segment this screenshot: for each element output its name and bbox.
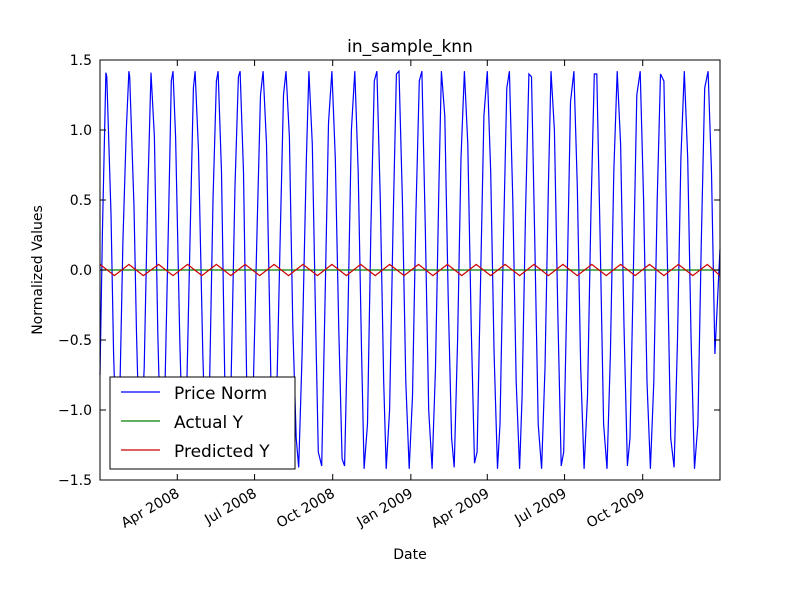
y-axis-label: Normalized Values: [30, 205, 46, 335]
legend-label-price-norm: Price Norm: [174, 384, 267, 404]
series-line-predicted-y: [99, 263, 721, 277]
chart-title: in_sample_knn: [347, 37, 473, 57]
x-tick-label: Apr 2009: [429, 486, 493, 532]
y-axis: −1.5 −1.0 −0.5 0.0 0.5 1.0 1.5: [58, 53, 720, 489]
x-axis-label: Date: [393, 547, 426, 563]
legend-label-predicted-y: Predicted Y: [174, 442, 270, 462]
x-tick-label: Apr 2008: [119, 486, 183, 532]
y-tick-label: 1.5: [70, 53, 92, 69]
y-tick-label: −1.5: [58, 473, 92, 489]
x-tick-label: Oct 2009: [584, 486, 648, 532]
series-layer: [99, 69, 721, 469]
y-tick-label: −1.0: [58, 403, 92, 419]
y-tick-label: 1.0: [70, 123, 92, 139]
y-tick-label: 0.5: [70, 193, 92, 209]
y-tick-label: −0.5: [58, 333, 92, 349]
x-tick-label: Jan 2009: [354, 486, 416, 531]
legend-label-actual-y: Actual Y: [174, 413, 244, 433]
x-tick-label: Jul 2009: [511, 486, 569, 529]
y-tick-label: 0.0: [70, 263, 92, 279]
x-tick-label: Oct 2008: [274, 486, 338, 532]
series-line-price-norm: [99, 69, 721, 469]
x-tick-label: Jul 2008: [201, 486, 259, 529]
legend: Price Norm Actual Y Predicted Y: [109, 376, 296, 470]
